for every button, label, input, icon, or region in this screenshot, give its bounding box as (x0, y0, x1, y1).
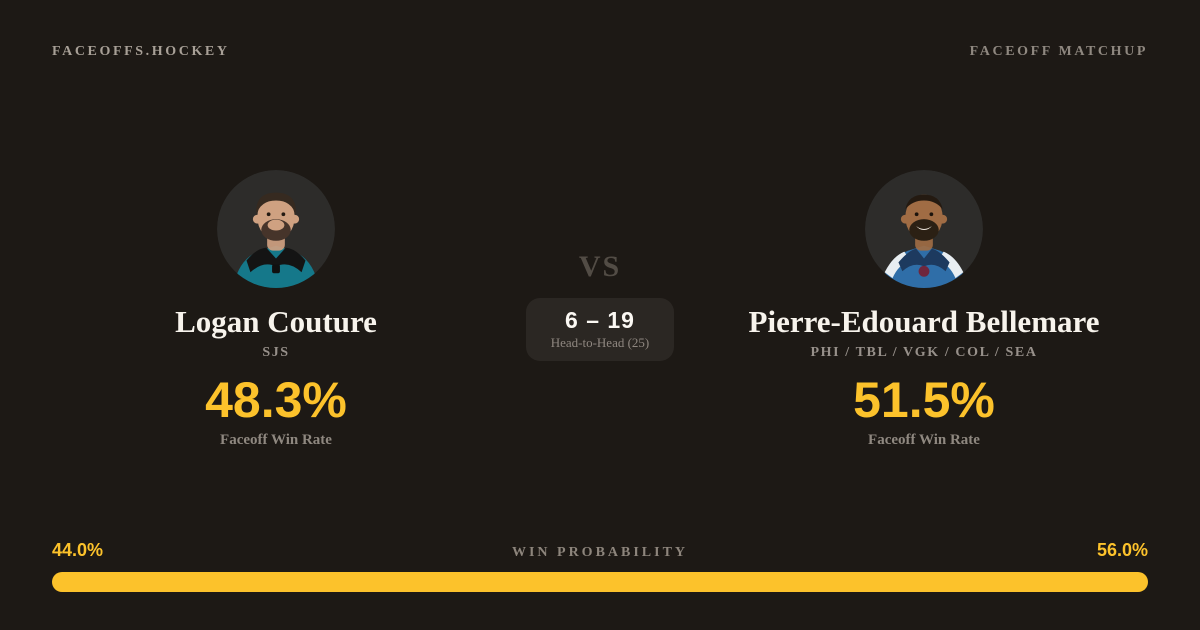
mouth-area (267, 219, 285, 231)
brand-wordmark: FACEOFFS.HOCKEY (52, 44, 230, 59)
right-win-rate-label: Faceoff Win Rate (868, 431, 980, 448)
page-title: FACEOFF MATCHUP (969, 44, 1148, 59)
jersey-crest (918, 265, 930, 277)
head-to-head-label: Head-to-Head (25) (550, 335, 650, 351)
right-player-teams: PHI / TBL / VGK / COL / SEA (810, 344, 1038, 360)
left-player-column: Logan Couture SJS 48.3% Faceoff Win Rate (52, 170, 500, 449)
right-win-probability: 56.0% (1096, 540, 1148, 560)
right-player-photo (865, 170, 983, 288)
left-player-photo (217, 170, 335, 288)
left-player-name: Logan Couture (175, 304, 377, 339)
eye-shape (929, 212, 934, 217)
header: FACEOFFS.HOCKEY FACEOFF MATCHUP (52, 0, 1148, 60)
win-probability-title: WIN PROBABILITY (511, 545, 689, 560)
eye-shape (281, 212, 286, 217)
vs-label: VS (578, 250, 622, 283)
head-to-head-score: 6 – 19 (565, 307, 635, 333)
win-probability-section: 44.0% WIN PROBABILITY 56.0% (52, 540, 1148, 592)
left-player-win-rate: 48.3% (205, 371, 347, 428)
matchup-body: Logan Couture SJS 48.3% Faceoff Win Rate… (52, 170, 1148, 449)
versus-column: VS 6 – 19 Head-to-Head (25) (500, 170, 700, 449)
left-player-teams: SJS (262, 344, 290, 360)
hair-shape (905, 194, 943, 210)
jersey-crest (272, 264, 280, 274)
right-player-name: Pierre-Edouard Bellemare (748, 304, 1100, 339)
collar-shape (898, 248, 950, 272)
eye-shape (266, 212, 271, 217)
right-player-win-rate: 51.5% (853, 371, 995, 428)
left-player-avatar (217, 170, 335, 288)
smile-shape (916, 226, 932, 230)
collar-yoke-shape (246, 247, 306, 273)
right-player-avatar (865, 170, 983, 288)
beard-shape (909, 219, 939, 241)
left-win-rate-label: Faceoff Win Rate (220, 431, 332, 448)
hair-shape (256, 192, 296, 216)
right-player-column: Pierre-Edouard Bellemare PHI / TBL / VGK… (700, 170, 1148, 449)
eye-shape (914, 212, 919, 217)
win-probability-labels: 44.0% WIN PROBABILITY 56.0% (52, 540, 1148, 561)
head-to-head-box: 6 – 19 Head-to-Head (25) (526, 298, 674, 362)
win-probability-bar (52, 572, 1148, 592)
left-win-probability: 44.0% (52, 540, 104, 560)
